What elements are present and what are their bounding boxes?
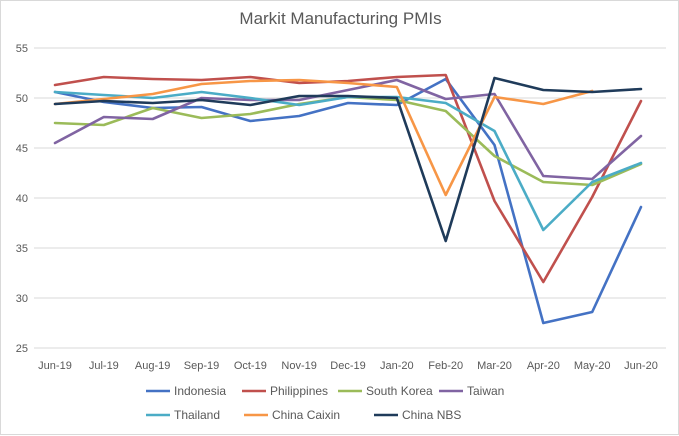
series-line-taiwan [53, 78, 643, 181]
legend-label: Philippines [270, 384, 328, 398]
x-tick-label: Feb-20 [428, 360, 463, 372]
chart-title: Markit Manufacturing PMIs [239, 9, 442, 28]
legend: Indonesia Philippines South Korea Taiwan Tha… [146, 384, 504, 422]
y-tick-label: 35 [16, 243, 28, 255]
x-tick-label: Jun-19 [38, 360, 72, 372]
legend-label: South Korea [366, 384, 433, 398]
gridlines [34, 47, 666, 349]
series-line-china-nbs [53, 76, 643, 243]
legend-label: Taiwan [467, 384, 504, 398]
x-tick-label: Nov-19 [281, 360, 316, 372]
legend-label: China NBS [402, 408, 461, 422]
legend-label: Indonesia [174, 384, 226, 398]
series-lines [53, 73, 643, 325]
y-tick-label: 45 [16, 143, 28, 155]
x-tick-label: Jun-20 [624, 360, 658, 372]
series-line-philippines [53, 73, 643, 284]
x-tick-label: Oct-19 [234, 360, 267, 372]
y-tick-label: 50 [16, 93, 28, 105]
x-tick-label: Jan-20 [380, 360, 414, 372]
series-line-south-korea [53, 95, 643, 187]
x-tick-label: Dec-19 [330, 360, 365, 372]
series-line-china-caixin [53, 78, 594, 197]
x-tick-label: Apr-20 [527, 360, 560, 372]
series-line-indonesia [53, 77, 643, 325]
legend-label: China Caixin [272, 408, 340, 422]
x-axis-ticks: Jun-19 Jul-19 Aug-19 Sep-19 Oct-19 Nov-19 Dec-… [38, 360, 658, 372]
x-tick-label: May-20 [574, 360, 611, 372]
x-tick-label: Jul-19 [89, 360, 119, 372]
legend-label: Thailand [174, 408, 220, 422]
x-tick-label: Mar-20 [477, 360, 512, 372]
y-tick-label: 30 [16, 293, 28, 305]
x-tick-label: Sep-19 [184, 360, 219, 372]
x-tick-label: Aug-19 [135, 360, 170, 372]
y-tick-label: 55 [16, 43, 28, 55]
y-tick-label: 25 [16, 343, 28, 355]
y-axis-ticks: 25 30 35 40 45 50 55 [16, 43, 28, 355]
y-tick-label: 40 [16, 193, 28, 205]
